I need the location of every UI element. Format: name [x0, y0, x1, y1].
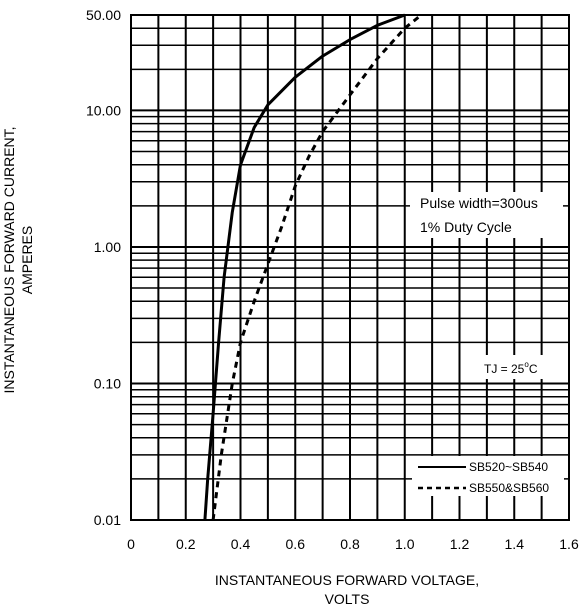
y-tick-label: 50.00 [86, 7, 121, 23]
pulse-note-background [410, 192, 563, 238]
x-tick-label: 0.4 [231, 536, 251, 552]
grid [131, 15, 569, 520]
legend: SB520~SB540 SB550&SB560 [412, 456, 564, 496]
x-tick-label: 1.6 [559, 536, 579, 552]
x-tick-label: 0.6 [286, 536, 306, 552]
legend-label-sb550-sb560: SB550&SB560 [469, 481, 549, 495]
x-tick-label: 1.2 [450, 536, 470, 552]
legend-background [412, 456, 564, 496]
x-tick-label: 0.2 [176, 536, 196, 552]
x-axis-title-line2: VOLTS [325, 591, 370, 607]
x-tick-labels: 0 0.2 0.4 0.6 0.8 1.0 1.2 1.4 1.6 [127, 536, 579, 552]
duty-cycle-note: 1% Duty Cycle [420, 219, 512, 235]
legend-label-sb520-sb540: SB520~SB540 [469, 460, 548, 474]
tj-note-background [468, 355, 558, 379]
x-tick-label: 0.8 [340, 536, 360, 552]
y-tick-labels: 0.01 0.10 1.00 10.00 50.00 [86, 7, 121, 528]
x-tick-label: 0 [127, 536, 135, 552]
tj-note: TJ = 25oC [484, 360, 538, 376]
series-line-1 [203, 13, 406, 521]
y-tick-label: 0.01 [94, 512, 121, 528]
y-axis-title-line1: INSTANTANEOUS FORWARD CURRENT, [1, 126, 17, 393]
x-tick-label: 1.4 [505, 536, 525, 552]
y-tick-label: 0.10 [94, 375, 121, 391]
y-axis-title-line2: AMPERES [19, 226, 35, 294]
series-lines [203, 13, 423, 521]
series-line-2 [211, 13, 423, 521]
plot-frame [130, 14, 570, 521]
y-tick-label: 10.00 [86, 102, 121, 118]
x-tick-label: 1.0 [395, 536, 415, 552]
y-tick-label: 1.00 [94, 239, 121, 255]
x-axis-title-line1: INSTANTANEOUS FORWARD VOLTAGE, [215, 572, 479, 588]
pulse-width-note: Pulse width=300us [420, 195, 538, 211]
